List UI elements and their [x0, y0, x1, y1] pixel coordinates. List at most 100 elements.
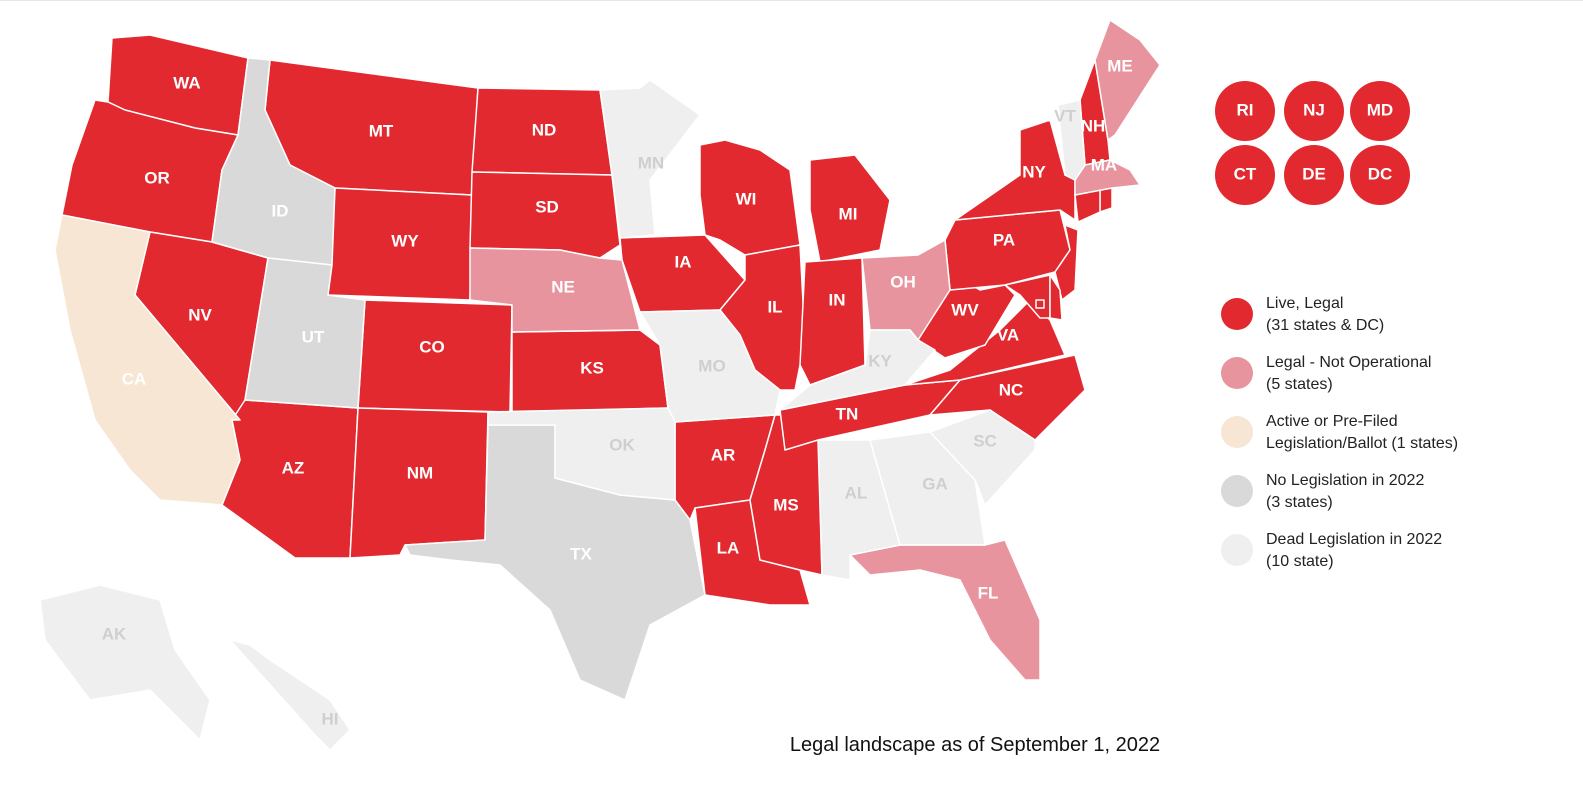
legend-swatch [1221, 416, 1253, 448]
state-shape [1035, 299, 1045, 309]
state-shape [639, 309, 781, 423]
state-badge [1284, 81, 1344, 141]
state-badge [1350, 145, 1410, 205]
state-label: VA [997, 325, 1019, 344]
state-label: KS [580, 358, 604, 377]
state-label: ME [1107, 56, 1133, 75]
state-label: AR [711, 445, 736, 464]
state-label: CT [1234, 164, 1257, 183]
state-label: SC [973, 431, 997, 450]
state-badge [1215, 81, 1275, 141]
state-shape [487, 407, 676, 501]
state-shape [54, 214, 241, 506]
state-label: MN [638, 153, 664, 172]
state-shape [1099, 187, 1113, 213]
state-label: ID [272, 201, 289, 220]
state-shape [954, 119, 1076, 221]
legend-label: Legal - Not Operational [1266, 354, 1431, 371]
states [39, 19, 1161, 751]
state-label: NY [1022, 162, 1046, 181]
state-label: IA [675, 252, 692, 271]
state-shape [349, 407, 489, 559]
state-label: NM [407, 463, 433, 482]
legend-label: (3 states) [1266, 494, 1333, 511]
state-shape [619, 234, 746, 313]
state-label: DE [1302, 164, 1326, 183]
state-label: MD [1367, 100, 1393, 119]
state-label: OH [890, 272, 916, 291]
state-badge [1284, 145, 1344, 205]
state-label: NC [999, 380, 1024, 399]
state-shape [244, 257, 366, 409]
state-label: WI [736, 189, 757, 208]
state-label: KY [868, 351, 892, 370]
legend-label: Live, Legal [1266, 295, 1343, 312]
state-label: DC [1368, 164, 1393, 183]
legend-label: (31 states & DC) [1266, 317, 1384, 334]
state-label: TX [570, 544, 592, 563]
state-shape [1094, 19, 1161, 141]
state-label: WY [391, 231, 419, 250]
state-shape [779, 329, 936, 411]
state-label: AL [845, 483, 868, 502]
state-shape [1057, 99, 1086, 181]
state-shape [221, 399, 359, 559]
state-label: VT [1054, 106, 1076, 125]
state-label: MI [839, 204, 858, 223]
state-label: MS [773, 495, 799, 514]
legend-label: No Legislation in 2022 [1266, 472, 1424, 489]
state-shape [799, 257, 866, 386]
state-shape [929, 409, 1036, 506]
legend-label: Legislation/Ballot (1 states) [1266, 435, 1458, 452]
state-shape [39, 584, 211, 741]
state-label: SD [535, 197, 559, 216]
state-label: AZ [282, 458, 305, 477]
state-label: LA [717, 538, 740, 557]
state-label: CO [419, 337, 445, 356]
state-labels: WA OR NV MT WY CO AZ NM ND SD KS IA AR LA MS WI MI IL IN TN… [102, 56, 1410, 728]
state-shape [1074, 159, 1141, 196]
state-shape [809, 154, 891, 263]
state-label: WV [951, 300, 979, 319]
state-shape [469, 247, 641, 333]
caption: Legal landscape as of September 1, 2022 [790, 734, 1160, 756]
legend-swatch [1221, 357, 1253, 389]
state-label: RI [1237, 100, 1254, 119]
state-label: NE [551, 277, 575, 296]
state-label: OR [144, 168, 170, 187]
legend-label: (5 states) [1266, 376, 1333, 393]
state-label: MA [1091, 155, 1117, 174]
state-label: WA [173, 73, 200, 92]
legend-swatch [1221, 475, 1253, 507]
state-label: MO [698, 356, 725, 375]
state-label: FL [978, 583, 999, 602]
legend-label: Dead Legislation in 2022 [1266, 531, 1442, 548]
state-label: OK [609, 435, 635, 454]
legend-label: Active or Pre-Filed [1266, 413, 1398, 430]
state-label: NJ [1303, 100, 1325, 119]
state-shape [849, 539, 1041, 681]
state-shape [229, 639, 351, 751]
state-shape [1054, 224, 1079, 301]
state-label: UT [302, 327, 325, 346]
state-badge [1350, 81, 1410, 141]
legend-label: (10 state) [1266, 553, 1334, 570]
state-label: CA [122, 369, 147, 388]
state-shape [1049, 274, 1063, 321]
state-label: GA [922, 474, 948, 493]
state-label: TN [836, 404, 859, 423]
state-label: AK [102, 624, 127, 643]
state-label: NV [188, 305, 212, 324]
state-shape [599, 79, 701, 239]
state-label: NH [1081, 116, 1106, 135]
state-badge [1215, 145, 1275, 205]
legend: Live, Legal (31 states & DC) Legal - Not O… [1221, 295, 1458, 570]
state-label: IL [767, 297, 782, 316]
state-label: IN [829, 290, 846, 309]
legend-swatch [1221, 298, 1253, 330]
state-label: HI [322, 709, 339, 728]
state-label: ND [532, 120, 557, 139]
state-label: MT [369, 121, 394, 140]
legend-swatch [1221, 534, 1253, 566]
